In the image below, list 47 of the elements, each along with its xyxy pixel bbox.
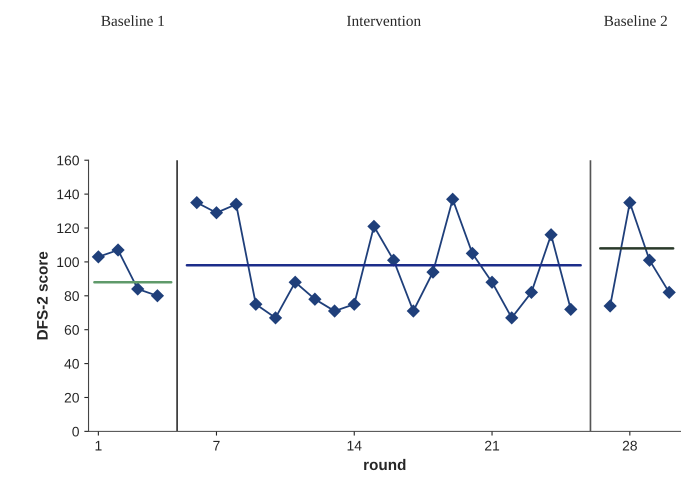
point bbox=[505, 311, 518, 324]
point bbox=[544, 228, 558, 242]
point bbox=[368, 220, 380, 233]
y-tick-label: 120 bbox=[57, 223, 79, 234]
y-tick-label: 40 bbox=[64, 358, 79, 369]
point bbox=[466, 247, 479, 260]
y-tick-label: 80 bbox=[64, 291, 79, 301]
point bbox=[112, 244, 124, 256]
y-tick-label: 20 bbox=[64, 392, 79, 403]
point bbox=[92, 250, 105, 264]
point bbox=[269, 311, 282, 324]
point bbox=[604, 300, 617, 312]
x-tick-label: 21 bbox=[485, 440, 500, 450]
text: Intervention bbox=[347, 16, 421, 26]
point bbox=[151, 289, 164, 302]
point bbox=[210, 206, 223, 220]
point bbox=[643, 254, 656, 267]
point bbox=[249, 298, 262, 311]
y-tick-label: 100 bbox=[57, 257, 79, 268]
point bbox=[564, 302, 578, 316]
point bbox=[446, 192, 460, 206]
point bbox=[406, 304, 420, 318]
point bbox=[190, 196, 204, 210]
y-tick-label: 160 bbox=[57, 156, 79, 166]
x-tick-label: 1 bbox=[96, 440, 102, 450]
point bbox=[426, 266, 440, 278]
y-tick-label: 0 bbox=[72, 426, 79, 437]
text: Baseline 1 bbox=[101, 15, 164, 26]
point bbox=[623, 196, 636, 210]
x-axis-title: round bbox=[364, 458, 406, 470]
y-tick-label: 60 bbox=[64, 325, 79, 335]
point bbox=[288, 276, 302, 289]
point bbox=[230, 198, 243, 211]
point bbox=[662, 286, 676, 299]
point bbox=[308, 292, 322, 306]
point bbox=[486, 276, 498, 289]
point bbox=[131, 282, 144, 296]
x-tick-label: 7 bbox=[213, 440, 220, 450]
y-tick-label: 140 bbox=[57, 189, 79, 200]
point bbox=[524, 286, 538, 299]
x-tick-label: 14 bbox=[348, 440, 362, 450]
x-tick-label: 28 bbox=[622, 440, 637, 451]
point bbox=[348, 298, 361, 311]
point bbox=[387, 254, 400, 267]
point bbox=[328, 304, 341, 318]
y-axis-title: DFS-2 score bbox=[36, 252, 48, 340]
text: Baseline 2 bbox=[604, 15, 667, 26]
